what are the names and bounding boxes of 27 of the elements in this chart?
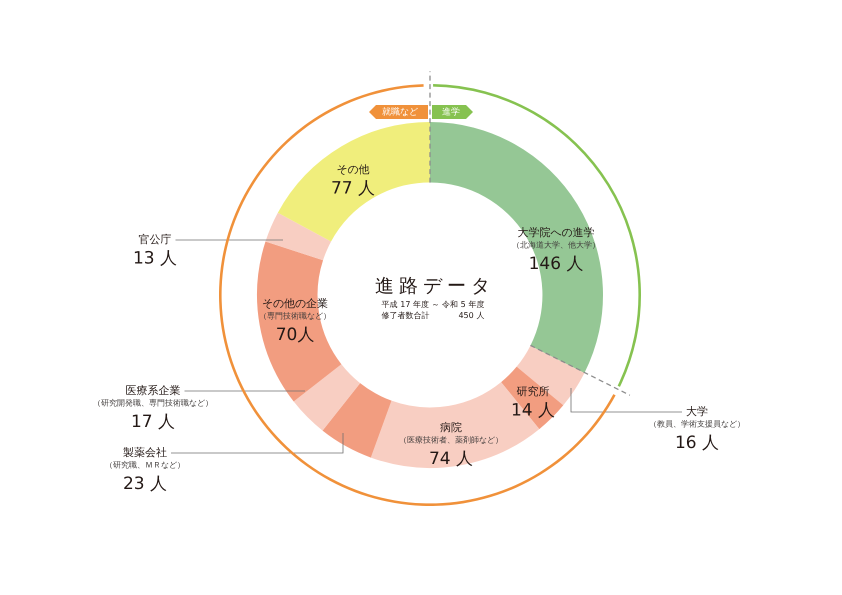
slice-label: 進学 (442, 106, 460, 118)
slice-label: 大学 (686, 404, 708, 418)
slice-label: 就職など (382, 106, 418, 118)
text: （研究開発職、専門技術職など） (93, 398, 213, 408)
slice-label: その他 (336, 162, 370, 176)
text: （専門技術職など） (259, 312, 331, 321)
text: （教員、学術支援員など） (649, 420, 745, 429)
data-label: 23 人 (122, 474, 168, 494)
text: 進路データ (375, 274, 495, 297)
slice-label: その他の企業 (262, 296, 328, 310)
data-label: 70人 (276, 324, 314, 345)
data-label: 17 人 (130, 412, 176, 432)
data-label: 16 人 (674, 432, 720, 453)
text: （医療技術者、薬剤師など） (399, 436, 503, 445)
data-label: 74 人 (428, 448, 474, 469)
text: 修了者数合計 (382, 311, 430, 320)
slice-label: 官公庁 (138, 232, 172, 246)
slice-label: 病院 (440, 420, 462, 434)
slice-label: 製薬会社 (123, 446, 167, 459)
data-label: 14 人 (510, 400, 556, 420)
text: 450 人 (458, 311, 484, 320)
data-label: 77 人 (330, 178, 376, 198)
slice-label: 医療系企業 (126, 384, 180, 397)
text: （研究職、ＭＲなど） (105, 460, 185, 470)
data-label: 13 人 (132, 248, 178, 268)
slice-label: 研究所 (516, 384, 550, 398)
text: 平成 17 年度 ～ 令和 5 年度 (382, 300, 484, 310)
